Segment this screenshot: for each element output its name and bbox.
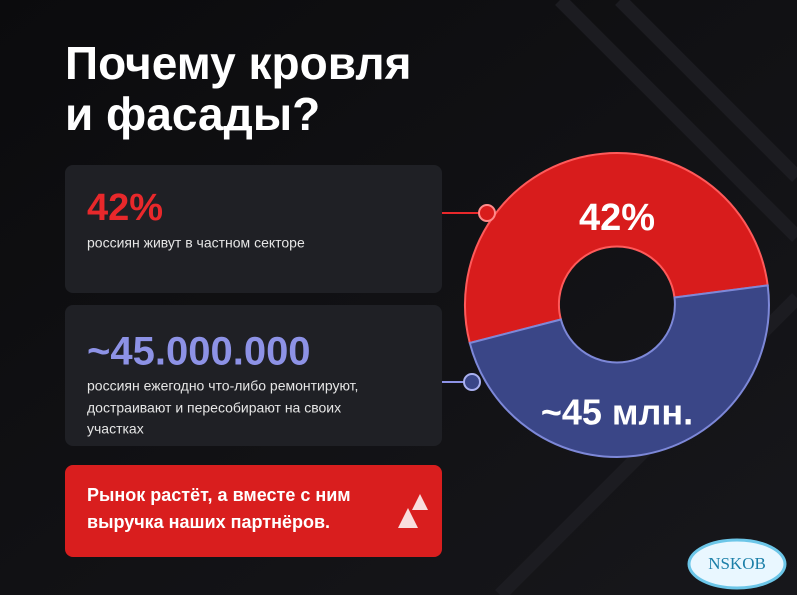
donut-label: ~45 млн. xyxy=(541,392,693,433)
stat-card xyxy=(65,305,442,446)
card-headline: 42% xyxy=(87,187,163,229)
watermark-text: NSKOB xyxy=(708,554,766,573)
watermark: NSKOB xyxy=(687,538,787,590)
connector-dot xyxy=(463,373,481,391)
callout-text: Рынок растёт, а вместе с ним xyxy=(87,485,351,505)
title-line: и фасады? xyxy=(65,88,320,140)
title-line: Почему кровля xyxy=(65,37,411,89)
card-text: достраивают и пересобирают на своих xyxy=(87,400,341,416)
card-headline: ~45.000.000 xyxy=(87,330,311,374)
stat-card xyxy=(65,165,442,293)
card-text: участках xyxy=(87,421,144,437)
card-text: россиян живут в частном секторе xyxy=(87,235,305,251)
card-text: россиян ежегодно что-либо ремонтируют, xyxy=(87,378,358,394)
donut-segment-blue xyxy=(468,284,770,458)
callout-text: выручка наших партнёров. xyxy=(87,512,330,532)
growth-icon xyxy=(398,494,428,528)
donut-label: 42% xyxy=(579,197,655,239)
callout-box xyxy=(65,465,442,557)
connector-dot xyxy=(478,204,496,222)
